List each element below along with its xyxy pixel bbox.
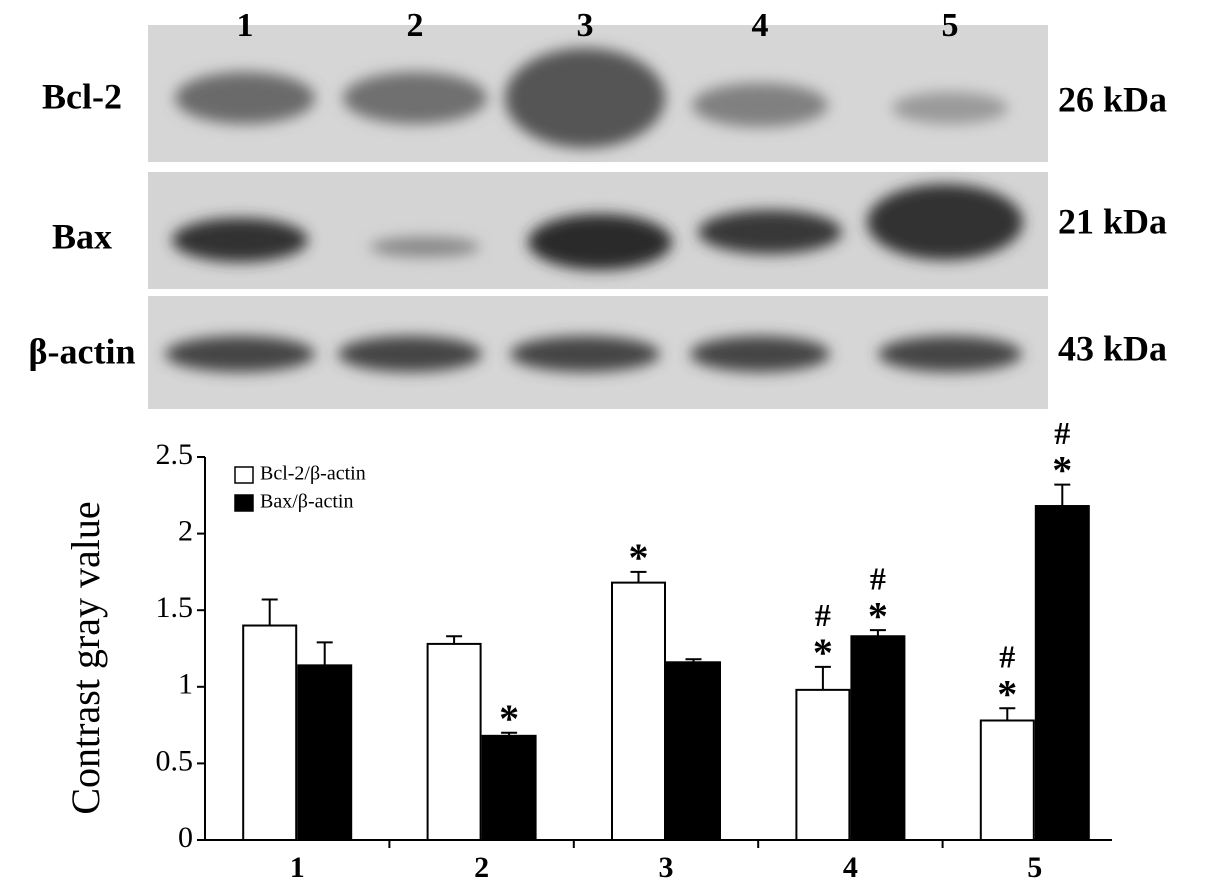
bar [611,581,666,842]
band [692,83,828,127]
y-axis-label: Contrast gray value [63,501,108,814]
bar [979,719,1035,842]
significance-mark: * [813,630,833,675]
bar [481,734,537,841]
lane-label: 5 [942,7,959,44]
significance-mark: # [1054,415,1070,451]
band [867,184,1023,260]
row-label: Bcl-2 [42,76,122,116]
band [690,336,830,372]
blot-panels [148,25,1048,409]
y-tick-label: 2.5 [156,438,194,471]
bar [795,688,851,842]
bar [297,664,353,841]
y-tick-label: 1 [178,668,193,701]
bar [666,661,721,842]
size-label: 43 kDa [1058,328,1167,368]
significance-mark: # [815,597,831,633]
x-tick-label: 5 [1027,851,1042,883]
bar [426,642,482,841]
y-tick-label: 0.5 [156,744,194,777]
band [370,237,480,257]
legend-label: Bax/β-actin [260,491,353,513]
band [343,72,487,124]
x-tick-label: 4 [843,851,858,883]
x-tick-label: 1 [290,851,305,883]
lane-label: 4 [752,7,769,44]
row-label: β-actin [29,331,136,371]
y-tick-label: 1.5 [156,591,194,624]
bar [242,624,298,842]
significance-mark: # [870,560,886,596]
legend-swatch [234,466,254,484]
band [338,336,482,372]
band [175,72,315,124]
legend-swatch [234,494,254,512]
band [165,336,315,372]
legend-label: Bcl-2/β-actin [260,463,366,485]
band [698,210,842,254]
band [878,336,1022,372]
band [892,92,1008,124]
band [528,214,672,270]
significance-mark: * [997,671,1017,716]
band [505,48,665,148]
significance-mark: * [629,535,649,580]
x-tick-label: 2 [474,851,489,883]
significance-mark: * [868,593,888,638]
lane-label: 2 [407,7,424,44]
size-label: 21 kDa [1058,201,1167,241]
bar [1034,505,1090,841]
row-label: Bax [52,216,112,256]
significance-mark: * [499,696,519,741]
y-tick-label: 0 [178,821,193,854]
significance-mark: * [1052,448,1072,493]
significance-mark: # [999,639,1015,675]
band [510,336,660,372]
lane-label: 3 [577,7,594,44]
bar [850,635,906,842]
size-label: 26 kDa [1058,79,1167,119]
band [172,218,308,262]
lane-label: 1 [237,7,254,44]
bands [165,48,1023,372]
x-tick-label: 3 [659,851,674,883]
y-tick-label: 2 [178,514,193,547]
